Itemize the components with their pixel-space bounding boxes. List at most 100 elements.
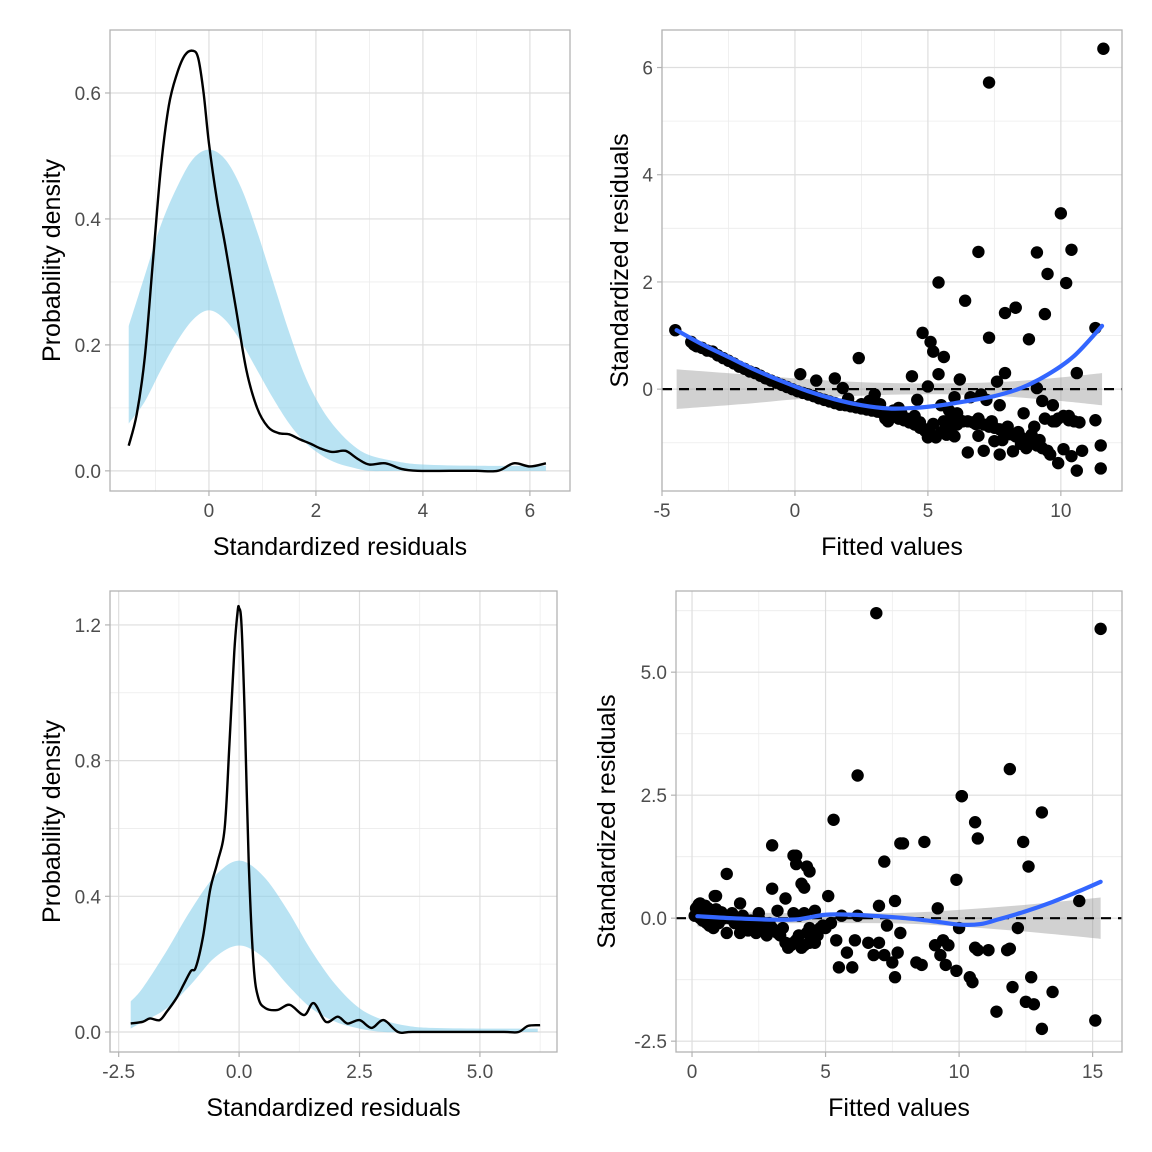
data-point [969, 417, 982, 431]
data-point [1044, 448, 1057, 461]
data-point [720, 867, 733, 881]
data-point [993, 448, 1006, 461]
residuals-vs-fitted-panel-top: -5 0 5 10 0 2 4 6 Fitted values Standardized r… [606, 29, 1123, 561]
panel-border [661, 29, 1123, 492]
normal-band [130, 860, 538, 1033]
panel-border [675, 590, 1123, 1053]
y-tick-label: 5.0 [641, 663, 667, 684]
data-point [931, 902, 944, 915]
data-point [1038, 412, 1052, 425]
x-axis-ticks: -2.5 0.0 2.5 5.0 [102, 1052, 493, 1083]
data-point [891, 946, 904, 959]
data-point [1094, 462, 1107, 475]
data-point [1036, 394, 1049, 408]
data-point [880, 919, 894, 932]
data-point [851, 769, 864, 782]
y-tick-label: 0 [642, 380, 653, 401]
data-point [886, 956, 899, 969]
y-tick-label: 0.4 [75, 887, 102, 908]
x-axis-title: Standardized residuals [213, 533, 467, 561]
data-point [1012, 425, 1025, 439]
data-point [1049, 415, 1062, 428]
data-point-outlier [1009, 301, 1022, 314]
data-point [1062, 409, 1076, 423]
data-point [982, 331, 996, 344]
y-axis-ticks: -2.5 0.0 2.5 5.0 [634, 663, 676, 1053]
y-tick-label: 0.2 [75, 336, 101, 357]
data-point-outlier [1097, 42, 1110, 55]
density-panel-top: 0 2 4 6 0.0 0.2 0.4 0.6 Standardized residuals… [38, 29, 571, 561]
data-point [1065, 243, 1078, 256]
data-point [921, 380, 935, 393]
data-point [708, 889, 721, 903]
data-point [937, 350, 951, 364]
data-point [1003, 762, 1017, 776]
data-point [1027, 998, 1041, 1011]
data-point [752, 907, 765, 920]
data-point [990, 375, 1004, 388]
smooth-curve [674, 323, 1105, 411]
data-point [934, 948, 947, 962]
y-tick-label: 4 [642, 166, 653, 187]
data-point [846, 961, 859, 974]
data-point [905, 370, 919, 383]
y-axis-ticks: 0.0 0.4 0.8 1.2 [75, 616, 110, 1044]
data-point [982, 943, 995, 957]
data-point [1038, 307, 1052, 321]
data-point [948, 390, 961, 404]
data-point [916, 326, 929, 340]
data-point [1035, 1022, 1049, 1036]
data-point [765, 839, 779, 852]
data-point [720, 926, 733, 940]
data-point [897, 412, 911, 425]
y-tick-label: -2.5 [634, 1032, 667, 1053]
panel-border [109, 590, 558, 1053]
x-tick-label: 15 [1082, 1062, 1103, 1083]
data-point [867, 948, 880, 962]
data-point-outlier [998, 306, 1012, 320]
data-point [795, 877, 808, 890]
data-point [1022, 333, 1036, 346]
x-axis-ticks: 0 2 4 6 [204, 491, 535, 522]
data-point [1016, 835, 1030, 849]
data-point [827, 813, 840, 826]
y-tick-label: 0.4 [75, 210, 102, 231]
data-point [927, 417, 940, 431]
data-point [1046, 399, 1060, 412]
data-point [779, 892, 792, 905]
x-tick-label: 0 [790, 501, 801, 522]
data-point [888, 894, 902, 908]
y-tick-label: 2.5 [641, 786, 667, 807]
data-point [1073, 416, 1086, 429]
density-curve [130, 604, 541, 1035]
data-point-outlier [932, 276, 945, 289]
x-tick-label: 0 [204, 501, 215, 522]
x-tick-label: 10 [1050, 501, 1071, 522]
data-point [776, 921, 790, 935]
density-curve [127, 49, 547, 473]
data-point [924, 335, 937, 349]
y-tick-label: 0.0 [75, 1023, 101, 1044]
x-tick-label: 0 [687, 1062, 698, 1083]
x-tick-label: 2 [311, 501, 322, 522]
data-point [771, 904, 784, 917]
data-point [1094, 439, 1107, 452]
data-point [1059, 276, 1073, 290]
data-point [810, 374, 823, 387]
data-point [794, 367, 807, 381]
y-axis-title: Probability density [38, 159, 66, 362]
smooth-curve [695, 879, 1103, 927]
data-point [990, 1005, 1003, 1018]
data-point [927, 345, 940, 358]
x-axis-title: Standardized residuals [206, 1094, 460, 1122]
x-axis-ticks: 0 5 10 15 [687, 1052, 1103, 1083]
x-tick-label: 4 [418, 501, 429, 522]
data-point [1070, 464, 1083, 477]
data-point [878, 948, 891, 962]
density-panel-bottom: -2.5 0.0 2.5 5.0 0.00.40.81.2 Standardized … [38, 590, 558, 1122]
data-point [1051, 456, 1065, 470]
data-point [1003, 942, 1017, 955]
data-point-outlier [972, 245, 985, 259]
y-axis-title: Probability density [38, 720, 66, 923]
data-point [966, 975, 979, 989]
